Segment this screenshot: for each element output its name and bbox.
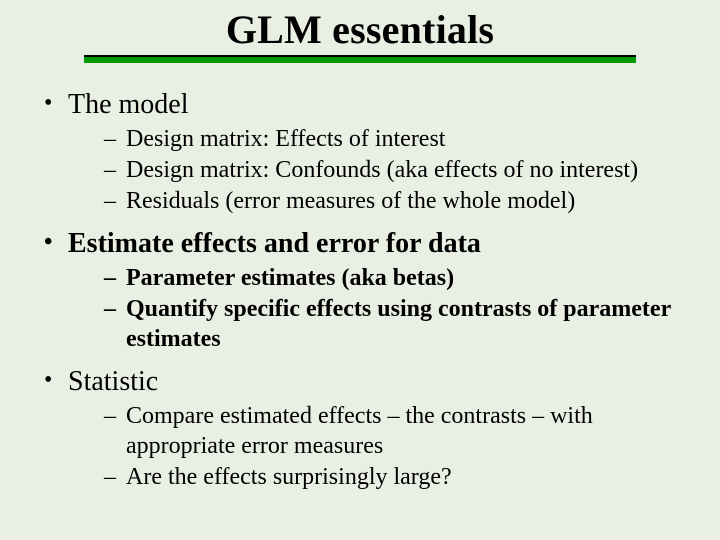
slide: GLM essentials The model Design matrix: … — [0, 0, 720, 540]
list-item: Residuals (error measures of the whole m… — [104, 186, 680, 216]
list-item-text: Statistic — [68, 366, 158, 397]
title-underline — [84, 55, 636, 63]
list-item-text: Are the effects surprisingly large? — [126, 464, 452, 490]
list-item: Compare estimated effects – the contrast… — [104, 401, 680, 461]
list-item: The model Design matrix: Effects of inte… — [40, 87, 680, 216]
list-item: Quantify specific effects using contrast… — [104, 294, 680, 354]
list-item: Estimate effects and error for data Para… — [40, 226, 680, 354]
sub-list: Parameter estimates (aka betas) Quantify… — [68, 263, 680, 354]
list-item: Are the effects surprisingly large? — [104, 462, 680, 492]
list-item-text: Parameter estimates (aka betas) — [126, 265, 454, 291]
slide-content: The model Design matrix: Effects of inte… — [0, 63, 720, 492]
list-item-text: Design matrix: Confounds (aka effects of… — [126, 157, 638, 183]
sub-list: Compare estimated effects – the contrast… — [68, 401, 680, 492]
list-item-text: Quantify specific effects using contrast… — [126, 296, 671, 352]
slide-title: GLM essentials — [226, 6, 494, 53]
list-item: Parameter estimates (aka betas) — [104, 263, 680, 293]
list-item: Statistic Compare estimated effects – th… — [40, 364, 680, 492]
list-item: Design matrix: Confounds (aka effects of… — [104, 155, 680, 185]
list-item: Design matrix: Effects of interest — [104, 124, 680, 154]
bullet-list: The model Design matrix: Effects of inte… — [40, 87, 680, 492]
list-item-text: Estimate effects and error for data — [68, 228, 481, 259]
list-item-text: Residuals (error measures of the whole m… — [126, 188, 575, 214]
title-wrap: GLM essentials — [0, 0, 720, 63]
list-item-text: Design matrix: Effects of interest — [126, 126, 445, 152]
list-item-text: Compare estimated effects – the contrast… — [126, 403, 593, 459]
sub-list: Design matrix: Effects of interest Desig… — [68, 124, 680, 216]
list-item-text: The model — [68, 89, 189, 120]
